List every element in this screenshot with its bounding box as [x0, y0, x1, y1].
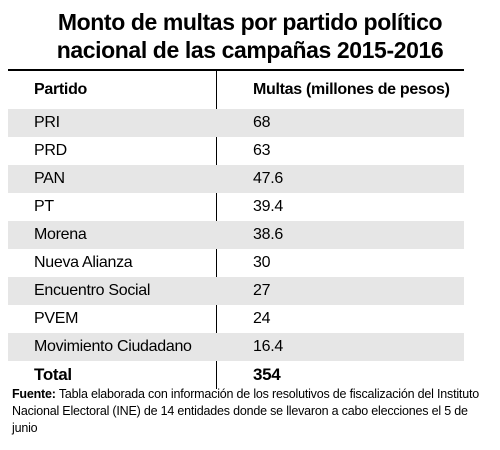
- table-row: PAN 47.6: [8, 165, 464, 193]
- party-name: PVEM: [34, 310, 79, 327]
- fine-amount: 39.4: [253, 198, 283, 215]
- total-row: Total 354: [8, 361, 464, 389]
- fines-table: Partido Multas (millones de pesos) PRI 68…: [8, 69, 464, 389]
- party-name: Encuentro Social: [34, 282, 151, 299]
- table-header-row: Partido Multas (millones de pesos): [8, 71, 464, 109]
- party-name: Movimiento Ciudadano: [34, 338, 192, 355]
- party-name: PRD: [34, 142, 67, 159]
- table-row: PRD 63: [8, 137, 464, 165]
- table-row: PT 39.4: [8, 193, 464, 221]
- header-fines: Multas (millones de pesos): [253, 81, 450, 98]
- fine-amount: 47.6: [253, 170, 283, 187]
- fine-amount: 63: [253, 142, 271, 159]
- fine-amount: 38.6: [253, 226, 283, 243]
- source-footnote: Fuente: Tabla elaborada con información …: [12, 386, 490, 437]
- total-value: 354: [253, 365, 281, 384]
- fine-amount: 30: [253, 254, 271, 271]
- table-row: Encuentro Social 27: [8, 277, 464, 305]
- table-row: Nueva Alianza 30: [8, 249, 464, 277]
- fine-amount: 27: [253, 282, 271, 299]
- table-row: Morena 38.6: [8, 221, 464, 249]
- table-row: PRI 68: [8, 109, 464, 137]
- party-name: PT: [34, 198, 54, 215]
- fine-amount: 68: [253, 114, 271, 131]
- fine-amount: 24: [253, 310, 271, 327]
- party-name: Morena: [34, 226, 87, 243]
- header-party: Partido: [34, 81, 88, 98]
- fine-amount: 16.4: [253, 338, 283, 355]
- footnote-text: Tabla elaborada con información de los r…: [12, 387, 479, 435]
- table-row: PVEM 24: [8, 305, 464, 333]
- title-line-1: Monto de multas por partido político: [57, 9, 443, 35]
- party-name: PAN: [34, 170, 65, 187]
- footnote-label: Fuente:: [12, 387, 56, 401]
- title-line-2: nacional de las campañas 2015-2016: [56, 37, 444, 63]
- total-label: Total: [34, 365, 72, 384]
- table-row: Movimiento Ciudadano 16.4: [8, 333, 464, 361]
- party-name: Nueva Alianza: [34, 254, 133, 271]
- chart-title: Monto de multas por partido político nac…: [0, 8, 500, 64]
- party-name: PRI: [34, 114, 60, 131]
